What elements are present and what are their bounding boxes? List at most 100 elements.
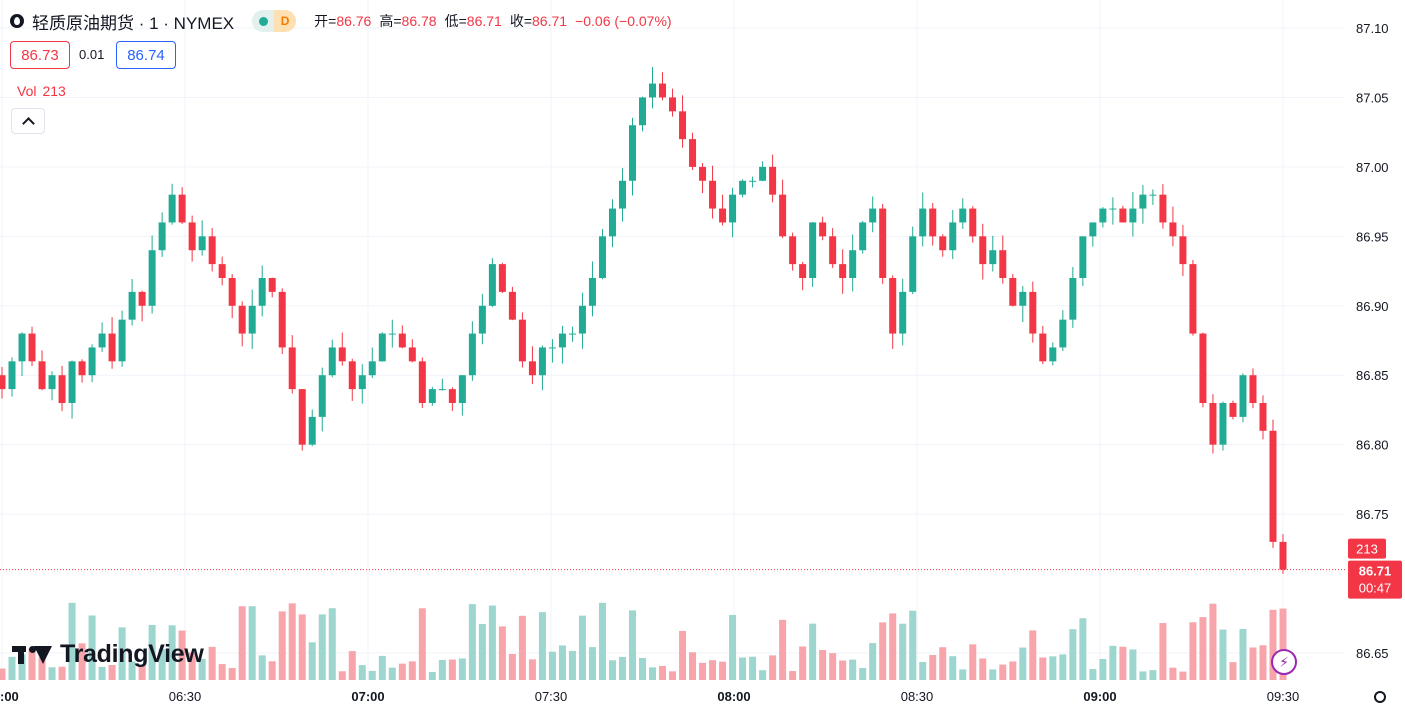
candle-body <box>849 250 857 278</box>
candle-body <box>498 264 506 292</box>
settings-gear-icon[interactable] <box>1371 688 1389 706</box>
volume-bar <box>378 655 386 680</box>
volume-bar <box>368 670 376 680</box>
volume-bar <box>909 610 917 680</box>
volume-bar <box>28 648 36 680</box>
candlesticks <box>0 67 1287 574</box>
collapse-legend-button[interactable] <box>11 108 45 134</box>
candle-body <box>699 166 707 181</box>
candle-body <box>28 333 36 362</box>
candle-body <box>739 180 747 195</box>
candle-body <box>418 361 426 403</box>
time-tick-label: :00 <box>0 689 19 704</box>
candle-body <box>578 305 586 334</box>
volume-bar <box>398 663 406 680</box>
candle-body <box>128 291 136 320</box>
candle-body <box>749 180 757 182</box>
volume-bar <box>839 660 847 680</box>
candle-body <box>1199 333 1207 403</box>
candle-body <box>348 361 356 390</box>
candle-body <box>618 180 626 209</box>
candle-body <box>1049 347 1057 362</box>
last-price-badge <box>1348 560 1402 599</box>
time-tick-label: 08:00 <box>717 689 750 704</box>
buy-price-button[interactable]: 86.74 <box>116 41 176 69</box>
volume-bar <box>1069 629 1077 680</box>
candle-body <box>608 208 616 237</box>
candle-body <box>1239 375 1247 417</box>
candle-body <box>1089 222 1097 237</box>
volume-bar <box>488 605 496 680</box>
market-status-pill[interactable]: D <box>252 10 297 32</box>
symbol-header: 轻质原油期货 · 1 · NYMEX D 开=86.76 高=86.78 低=8… <box>10 9 672 33</box>
candle-body <box>158 222 166 251</box>
volume-bar <box>68 602 76 680</box>
candle-body <box>669 97 677 112</box>
candle-body <box>568 333 576 335</box>
volume-bar <box>388 667 396 680</box>
volume-bar <box>949 656 957 680</box>
price-tick-label: 86.65 <box>1356 646 1389 661</box>
candle-body <box>328 347 336 376</box>
volume-bar <box>1099 659 1107 680</box>
volume-bar <box>1049 656 1057 680</box>
volume-bar <box>58 666 66 680</box>
candle-body <box>949 222 957 251</box>
symbol-title[interactable]: 轻质原油期货 · 1 · NYMEX <box>32 13 235 33</box>
candle-body <box>719 208 727 223</box>
volume-bar <box>1189 622 1197 680</box>
candle-body <box>829 236 837 265</box>
candle-body <box>218 264 226 278</box>
volume-bar <box>208 646 216 680</box>
volume-bar <box>168 625 176 680</box>
volume-bar <box>618 656 626 680</box>
tradingview-logo[interactable]: TradingView <box>12 640 204 669</box>
volume-bar <box>248 606 256 680</box>
volume-bar <box>999 664 1007 680</box>
candle-body <box>839 264 847 278</box>
volume-bar <box>628 610 636 680</box>
candle-body <box>939 236 947 251</box>
candle-body <box>228 278 236 306</box>
volume-bar <box>859 667 867 680</box>
volume-bar <box>899 623 907 680</box>
candle-body <box>138 291 146 306</box>
delayed-badge: D <box>274 10 297 32</box>
volume-bar <box>679 630 687 680</box>
price-tick-label: 86.85 <box>1356 368 1389 383</box>
volume-bar <box>1059 654 1067 680</box>
volume-bar <box>1029 630 1037 680</box>
price-tick-label: 87.05 <box>1356 90 1389 105</box>
volume-bar <box>919 661 927 680</box>
price-tick-label: 86.95 <box>1356 229 1389 244</box>
candle-body <box>318 375 326 417</box>
lightning-icon[interactable]: ⚡ <box>1271 649 1297 675</box>
time-axis: :00 06:30 07:00 07:30 08:00 08:30 09:00 09:30 <box>0 689 1299 704</box>
candle-body <box>428 389 436 403</box>
candle-body <box>298 389 306 445</box>
volume-bar <box>108 665 116 680</box>
volume-bar <box>1209 603 1217 680</box>
candle-body <box>68 361 76 403</box>
volume-bar <box>719 661 727 680</box>
volume-bar <box>318 614 326 680</box>
candle-body <box>198 236 206 251</box>
candle-body <box>538 347 546 376</box>
candle-body <box>769 166 777 195</box>
volume-badge <box>1348 538 1386 559</box>
volume-bar <box>188 652 196 680</box>
candle-body <box>979 236 987 265</box>
price-labels: 213 86.71 00:47 <box>1348 538 1402 599</box>
volume-bar <box>1169 667 1177 680</box>
volume-bar <box>759 670 767 680</box>
candle-body <box>649 83 657 98</box>
price-change: −0.06 (−0.07%) <box>575 13 672 29</box>
volume-bar <box>989 669 997 680</box>
candle-body <box>869 208 877 223</box>
candle-body <box>879 208 887 278</box>
candle-body <box>378 333 386 362</box>
time-tick-label: 08:30 <box>901 689 934 704</box>
candle-body <box>518 319 526 362</box>
sell-price-button[interactable]: 86.73 <box>10 41 70 69</box>
